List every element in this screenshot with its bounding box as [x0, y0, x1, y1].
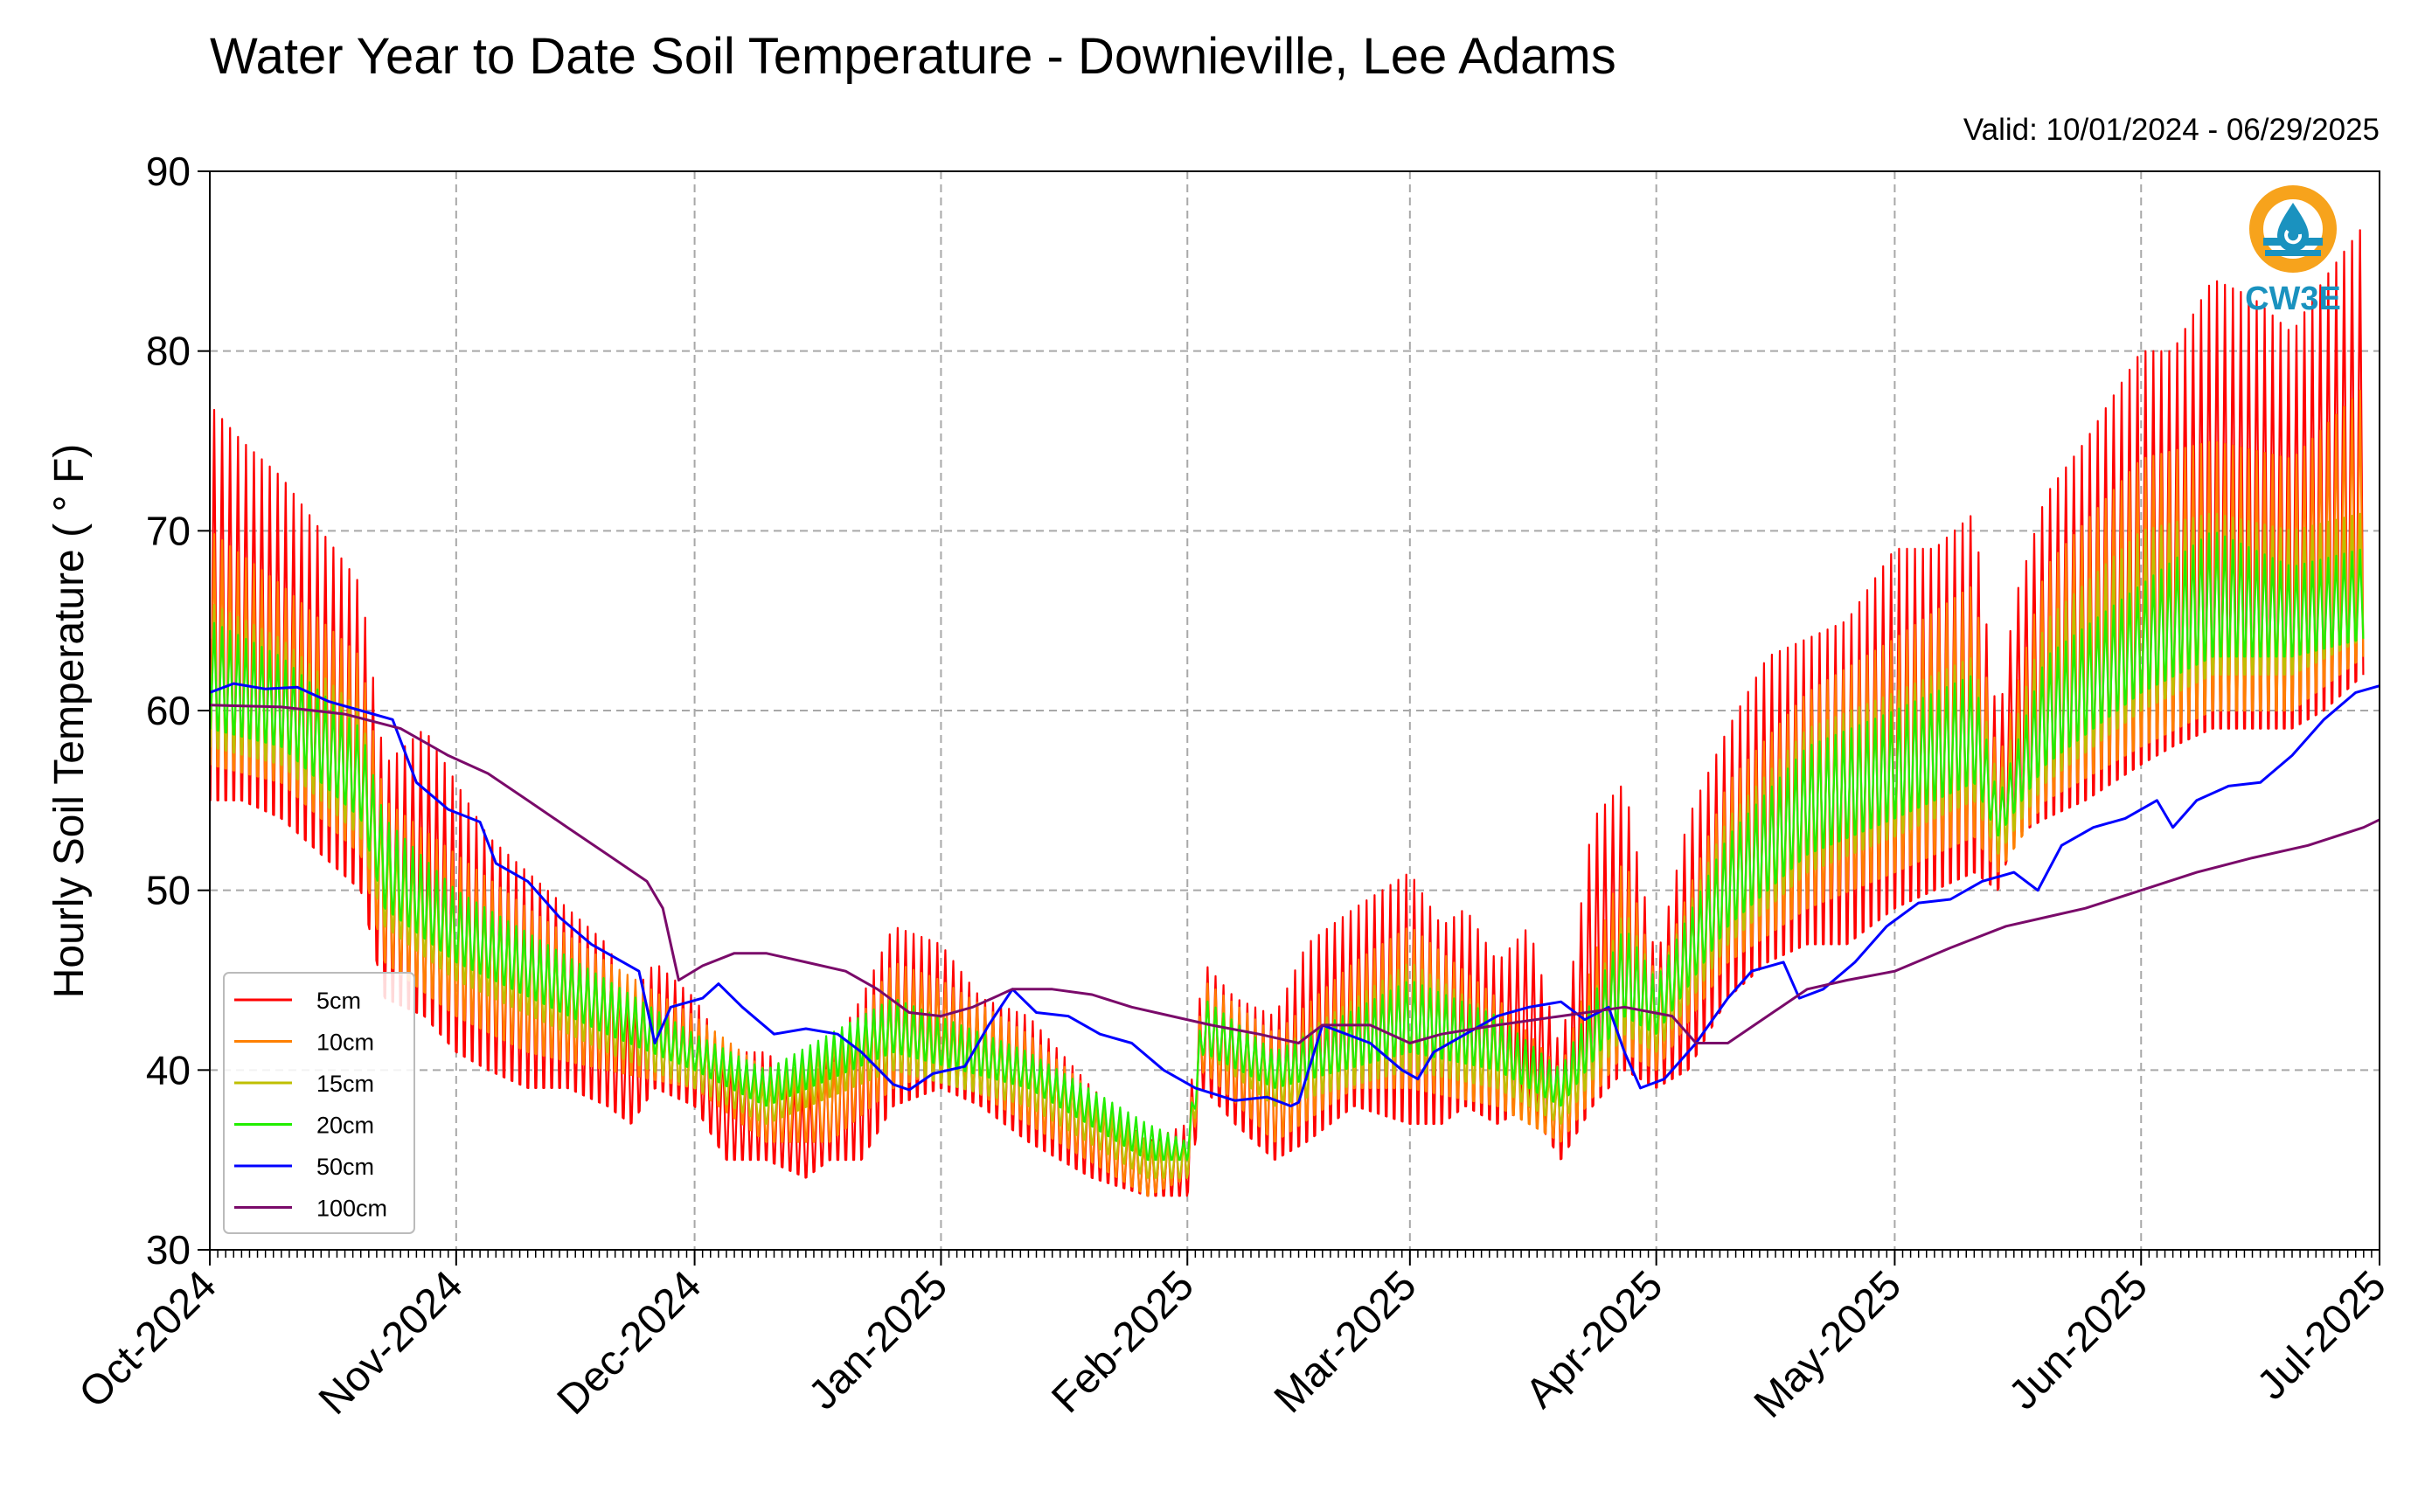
y-tick-label: 80	[146, 329, 191, 374]
y-tick-label: 60	[146, 688, 191, 733]
chart-subtitle: Valid: 10/01/2024 - 06/29/2025	[1963, 113, 2380, 147]
series-group	[210, 229, 2380, 1197]
cw3e-logo: CW3E	[2245, 185, 2341, 317]
y-tick-label: 40	[146, 1047, 191, 1092]
chart-title: Water Year to Date Soil Temperature - Do…	[210, 28, 1616, 85]
legend: 5cm 10cm 15cm 20cm 50cm 100cm	[223, 972, 415, 1234]
y-tick-label: 50	[146, 868, 191, 913]
legend-label-100cm: 100cm	[316, 1196, 387, 1222]
legend-label-20cm: 20cm	[316, 1113, 374, 1139]
water-drop-icon	[2277, 203, 2309, 252]
y-tick-label: 90	[146, 149, 191, 194]
series-line-20cm	[210, 531, 2365, 1162]
legend-label-5cm: 5cm	[316, 988, 361, 1014]
legend-label-50cm: 50cm	[316, 1154, 374, 1180]
legend-box	[223, 972, 415, 1234]
y-axis-label: Hourly Soil Temperature ( ° F)	[46, 444, 93, 999]
legend-label-10cm: 10cm	[316, 1030, 374, 1056]
series-line-100cm	[210, 704, 2380, 1044]
legend-label-15cm: 15cm	[316, 1071, 374, 1097]
y-tick-label: 30	[146, 1227, 191, 1273]
y-tick-label: 70	[146, 508, 191, 553]
series-line-50cm	[210, 682, 2380, 1107]
logo-text: CW3E	[2245, 281, 2341, 317]
